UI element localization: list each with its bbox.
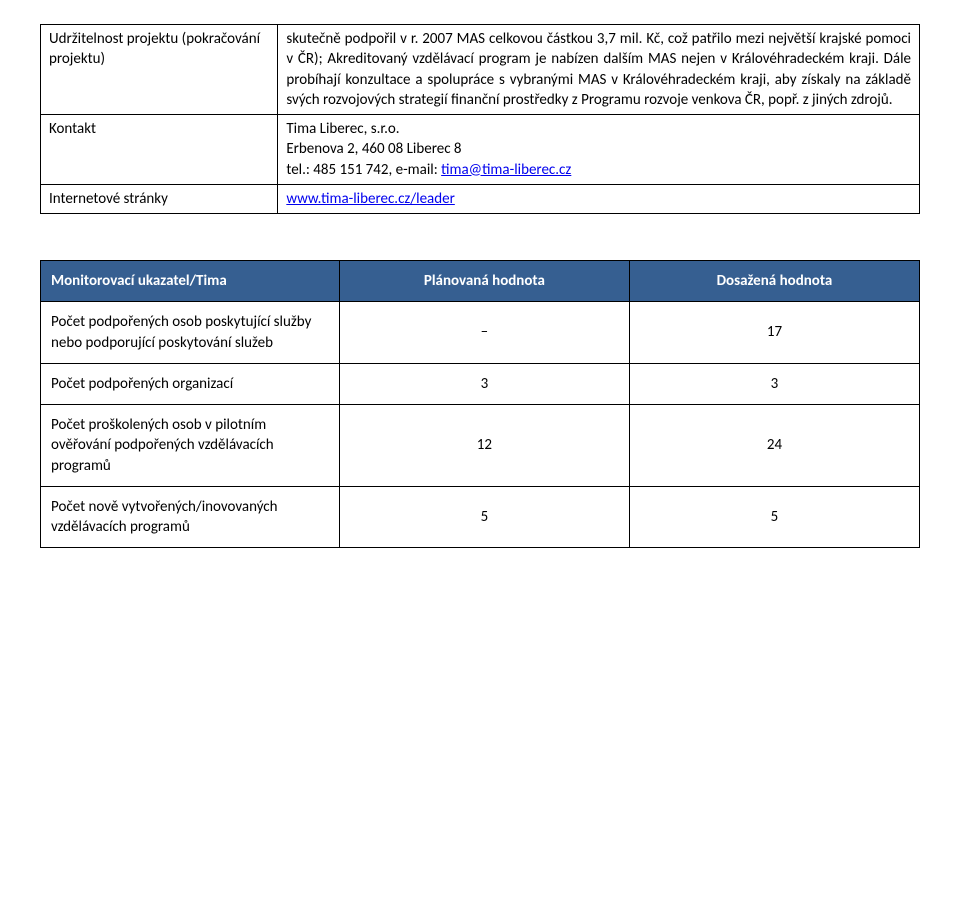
row-label: Udržitelnost projektu (pokračování proje… xyxy=(41,25,278,115)
contact-email-link[interactable]: tima@tima-liberec.cz xyxy=(441,161,571,179)
table-row: Udržitelnost projektu (pokračování proje… xyxy=(41,25,920,115)
indicator-planned: 12 xyxy=(339,405,629,487)
row-value: Tima Liberec, s.r.o. Erbenova 2, 460 08 … xyxy=(278,115,920,185)
spacer xyxy=(40,214,920,260)
project-details-table: Udržitelnost projektu (pokračování proje… xyxy=(40,24,920,214)
table-row: Počet podpořených osob poskytující služb… xyxy=(41,302,920,364)
col-header-indicator: Monitorovací ukazatel/Tima xyxy=(41,261,340,302)
table-row: Internetové stránky www.tima-liberec.cz/… xyxy=(41,184,920,213)
indicator-achieved: 3 xyxy=(629,363,919,404)
indicator-planned: 3 xyxy=(339,363,629,404)
indicator-planned: 5 xyxy=(339,486,629,548)
indicator-achieved: 17 xyxy=(629,302,919,364)
indicator-achieved: 24 xyxy=(629,405,919,487)
table-row: Počet proškolených osob v pilotním ověřo… xyxy=(41,405,920,487)
col-header-planned: Plánovaná hodnota xyxy=(339,261,629,302)
contact-line-prefix: tel.: 485 151 742, e-mail: xyxy=(286,161,441,179)
table-row: Kontakt Tima Liberec, s.r.o. Erbenova 2,… xyxy=(41,115,920,185)
table-row: Počet nově vytvořených/inovovaných vzděl… xyxy=(41,486,920,548)
row-value: skutečně podpořil v r. 2007 MAS celkovou… xyxy=(278,25,920,115)
indicator-label: Počet podpořených organizací xyxy=(41,363,340,404)
monitoring-indicators-table: Monitorovací ukazatel/Tima Plánovaná hod… xyxy=(40,260,920,548)
table-row: Počet podpořených organizací 3 3 xyxy=(41,363,920,404)
col-header-achieved: Dosažená hodnota xyxy=(629,261,919,302)
indicator-planned: – xyxy=(339,302,629,364)
table-header-row: Monitorovací ukazatel/Tima Plánovaná hod… xyxy=(41,261,920,302)
row-value: www.tima-liberec.cz/leader xyxy=(278,184,920,213)
contact-line: Erbenova 2, 460 08 Liberec 8 xyxy=(286,140,461,158)
website-link[interactable]: www.tima-liberec.cz/leader xyxy=(286,190,455,208)
indicator-achieved: 5 xyxy=(629,486,919,548)
row-label: Internetové stránky xyxy=(41,184,278,213)
indicator-label: Počet podpořených osob poskytující služb… xyxy=(41,302,340,364)
row-label: Kontakt xyxy=(41,115,278,185)
indicator-label: Počet proškolených osob v pilotním ověřo… xyxy=(41,405,340,487)
indicator-label: Počet nově vytvořených/inovovaných vzděl… xyxy=(41,486,340,548)
contact-line: Tima Liberec, s.r.o. xyxy=(286,120,399,138)
